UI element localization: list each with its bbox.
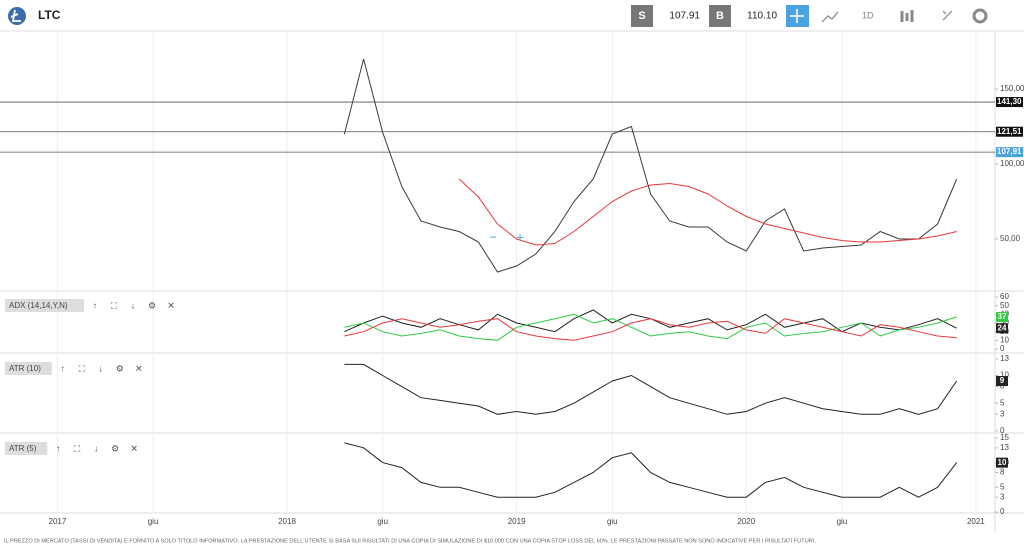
level-tag <box>996 97 1023 108</box>
buy-button[interactable] <box>709 5 731 27</box>
panel-tool[interactable]: ↓ <box>99 363 104 373</box>
settings-icon[interactable] <box>972 8 988 24</box>
level-label: 121,51 <box>997 127 1022 136</box>
panel-tool[interactable]: ⛶ <box>73 443 81 453</box>
panel-tool[interactable]: ↓ <box>131 300 136 310</box>
series-line <box>344 442 958 498</box>
x-tick-label: 2021 <box>967 517 985 526</box>
x-tick-label: giu <box>607 517 618 526</box>
series-line <box>344 318 957 341</box>
panel-tool[interactable]: ↑ <box>56 443 61 453</box>
toolbar <box>0 0 1024 31</box>
panel-tool[interactable]: ⚙ <box>148 300 156 310</box>
coin-icon <box>8 7 26 25</box>
y-tick-label: 10 <box>1000 335 1009 344</box>
zoom-in[interactable]: + <box>516 229 524 244</box>
plot-area: 2017 giu 2018 giu 2019 giu 2020 giu 2021 150,00 10… <box>0 32 1024 532</box>
y-tick-label: 5 <box>1000 482 1005 491</box>
zoom-out[interactable]: − <box>489 229 497 244</box>
panel-tool[interactable]: ✕ <box>167 300 175 310</box>
series-line <box>458 178 957 246</box>
y-tick-label: 50 <box>1000 301 1009 310</box>
y-tick-label: 3 <box>1000 492 1005 501</box>
y-tick-label: 0 <box>1000 344 1005 353</box>
panel-tool[interactable]: ⚙ <box>116 363 124 373</box>
y-tick-label: 13 <box>1000 354 1009 363</box>
panel-title-bg <box>5 299 84 312</box>
y-tick-label: 8 <box>1000 468 1005 477</box>
footer-bg <box>0 533 1024 552</box>
candles-icon[interactable] <box>900 10 914 22</box>
panel-tool[interactable]: ↓ <box>94 443 99 453</box>
y-tick-label: 10 <box>1000 371 1009 380</box>
panel-tool[interactable]: ↑ <box>61 363 66 373</box>
y-tick-label: 8 <box>1000 382 1005 391</box>
y-tick-label: 3 <box>1000 409 1005 418</box>
panel-tool[interactable]: ✕ <box>130 443 138 453</box>
panel-title: ATR (10) <box>9 364 41 373</box>
sell-button[interactable] <box>631 5 653 27</box>
panel-title: ATR (5) <box>9 444 37 453</box>
sell-label[interactable]: S <box>638 10 645 22</box>
level-label: 107,91 <box>997 147 1022 156</box>
panel-tool[interactable]: ⛶ <box>78 363 86 373</box>
value-tag-label: 37 <box>998 312 1007 321</box>
series-line <box>344 309 957 333</box>
x-tick-label: 2019 <box>508 517 526 526</box>
symbol: LTC <box>38 8 61 22</box>
series-line <box>343 58 958 273</box>
value-tag <box>996 323 1008 334</box>
series-line <box>344 363 958 415</box>
level-tag <box>996 126 1023 137</box>
coin-glyph <box>10 9 21 22</box>
x-tick-label: giu <box>148 517 159 526</box>
sell-price: 107.91 <box>669 11 700 22</box>
series-line <box>344 313 957 341</box>
value-tag <box>996 376 1008 387</box>
x-tick-label: giu <box>377 517 388 526</box>
y-tick-label: 0 <box>1000 507 1005 516</box>
panel-tool[interactable]: ⛶ <box>110 300 118 310</box>
buy-price: 110.10 <box>747 11 777 22</box>
panel-title-bg <box>5 362 52 375</box>
panel-title-bg <box>5 442 48 455</box>
crosshair-icon <box>790 9 804 23</box>
value-tag-label: 10 <box>998 458 1007 467</box>
x-tick-label: 2020 <box>737 517 755 526</box>
x-tick-label: giu <box>837 517 848 526</box>
timeframe[interactable]: 1D <box>862 10 874 20</box>
y-tick-label: 150,00 <box>1000 84 1024 93</box>
y-tick-label: 15 <box>1000 433 1009 442</box>
value-tag-label: 24 <box>998 323 1007 332</box>
y-tick-label: 50,00 <box>1000 234 1021 243</box>
y-tick-label: 13 <box>1000 443 1009 452</box>
value-tag-label: 9 <box>1000 376 1005 385</box>
panel-title: ADX (14,14,Y,N) <box>9 301 68 310</box>
value-tag <box>996 311 1008 322</box>
y-tick-label: 30 <box>1000 318 1009 327</box>
y-tick-label: 5 <box>1000 398 1005 407</box>
y-tick-label: 0 <box>1000 426 1005 435</box>
y-tick-label: 60 <box>1000 292 1009 301</box>
disclaimer: IL PREZZO DI MERCATO (TASSI DI VENDITA) … <box>4 537 816 544</box>
x-tick-label: 2017 <box>49 517 67 526</box>
panel-tool[interactable]: ↑ <box>93 300 98 310</box>
panel-tool[interactable]: ✕ <box>135 363 143 373</box>
value-tag <box>996 457 1008 468</box>
panel-tool[interactable]: ⚙ <box>111 443 119 453</box>
y-tick-label: 100,00 <box>1000 159 1024 168</box>
x-tick-label: 2018 <box>278 517 296 526</box>
level-tag <box>996 147 1023 158</box>
draw-icon[interactable] <box>942 10 953 21</box>
level-label: 141,30 <box>997 97 1022 106</box>
chart-type-icon[interactable] <box>821 11 839 23</box>
buy-label[interactable]: B <box>716 10 724 22</box>
